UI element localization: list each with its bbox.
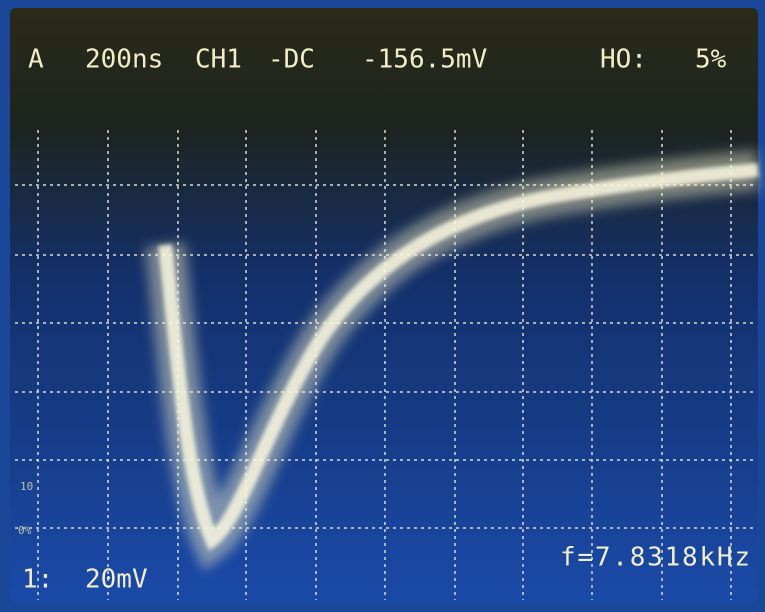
marker: 10: [20, 480, 33, 493]
timebase: 200ns: [85, 45, 163, 75]
oscilloscope-photo: A 200ns CH1 -DC -156.5mV HO: 5% 10 0% 1:…: [0, 0, 765, 612]
coupling: -DC: [268, 45, 315, 75]
scale: 20mV: [85, 565, 148, 595]
mode: A: [28, 45, 44, 75]
marker: 0%: [18, 524, 32, 537]
trigger-level: -156.5mV: [362, 45, 487, 75]
channel: CH1: [195, 45, 242, 75]
footer-channel: 1:: [22, 565, 53, 595]
frequency: f=7.8318kHz: [560, 543, 750, 573]
holdoff-label: HO:: [600, 45, 647, 75]
header: A 200ns CH1 -DC -156.5mV HO: 5%: [28, 45, 727, 75]
holdoff: 5%: [695, 45, 727, 75]
